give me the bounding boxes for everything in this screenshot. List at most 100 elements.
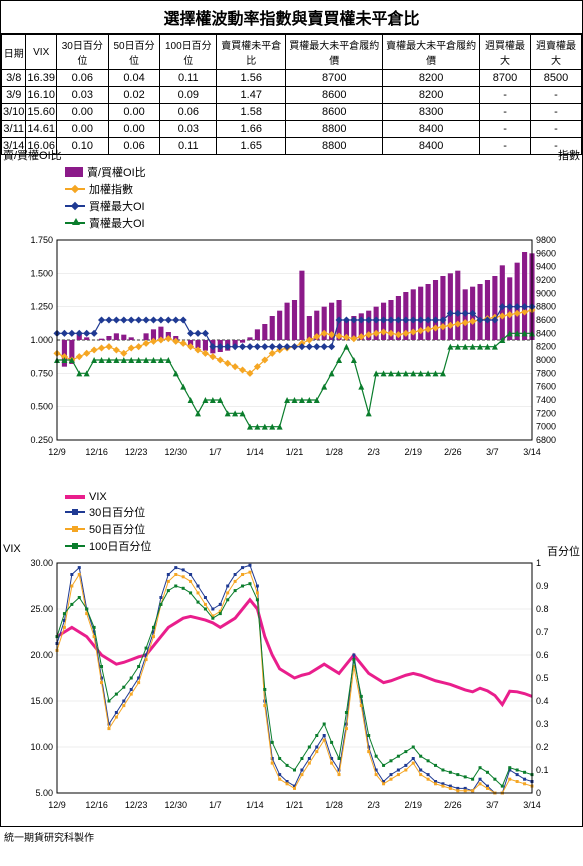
legend-item: 賣/買權OI比 <box>65 164 578 180</box>
svg-text:12/16: 12/16 <box>85 447 108 457</box>
svg-text:9800: 9800 <box>536 235 556 245</box>
svg-text:0.8: 0.8 <box>536 604 549 614</box>
legend-item: 30日百分位 <box>65 504 578 520</box>
legend-item: 50日百分位 <box>65 521 578 537</box>
svg-text:15.00: 15.00 <box>30 696 53 706</box>
table-header: 50日百分位 <box>108 35 160 70</box>
svg-text:8400: 8400 <box>536 328 556 338</box>
chart2-right-axis-title: 百分位 <box>547 543 580 559</box>
legend-item: VIX <box>65 491 578 503</box>
svg-text:2/3: 2/3 <box>367 447 380 457</box>
svg-text:9200: 9200 <box>536 275 556 285</box>
svg-text:12/23: 12/23 <box>124 447 147 457</box>
svg-text:5.00: 5.00 <box>35 788 53 798</box>
chart1-right-axis-title: 指數 <box>558 147 580 163</box>
svg-text:1.750: 1.750 <box>30 235 53 245</box>
table-row: 3/916.100.030.020.091.4786008200-- <box>2 87 582 104</box>
chart2-svg: 5.00 10.00 15.00 20.00 25.00 30.00 0 0.1 0.2 0.3 0… <box>12 558 572 818</box>
svg-text:0.750: 0.750 <box>30 368 53 378</box>
svg-text:2/3: 2/3 <box>367 800 380 810</box>
svg-text:9000: 9000 <box>536 288 556 298</box>
svg-text:2/19: 2/19 <box>404 800 422 810</box>
svg-text:0: 0 <box>536 788 541 798</box>
svg-text:0.6: 0.6 <box>536 650 549 660</box>
svg-text:2/26: 2/26 <box>444 447 462 457</box>
svg-text:1/7: 1/7 <box>209 447 222 457</box>
legend-item: 加權指數 <box>65 181 578 197</box>
svg-text:0.7: 0.7 <box>536 627 549 637</box>
svg-text:7200: 7200 <box>536 408 556 418</box>
table-row: 3/816.390.060.040.111.568700820087008500 <box>2 70 582 87</box>
chart2-area: VIX30日百分位50日百分位100日百分位 VIX 百分位 5.0010.00… <box>1 473 582 826</box>
svg-text:1/7: 1/7 <box>209 800 222 810</box>
svg-text:0.250: 0.250 <box>30 435 53 445</box>
svg-text:1: 1 <box>536 558 541 568</box>
svg-text:30.00: 30.00 <box>30 558 53 568</box>
table-header: 30日百分位 <box>56 35 108 70</box>
chart1-svg: 0.2500.5000.7501.0001.2501.5001.75068007… <box>12 235 572 465</box>
svg-text:3/14: 3/14 <box>523 447 541 457</box>
svg-text:8600: 8600 <box>536 315 556 325</box>
legend-item: 100日百分位 <box>65 538 578 554</box>
svg-text:12/9: 12/9 <box>48 800 66 810</box>
svg-text:12/16: 12/16 <box>85 800 108 810</box>
table-row: 3/1114.610.000.000.031.6688008400-- <box>2 121 582 138</box>
svg-text:8800: 8800 <box>536 302 556 312</box>
svg-text:0.500: 0.500 <box>30 402 53 412</box>
svg-text:8000: 8000 <box>536 355 556 365</box>
data-table: 日期VIX30日百分位50日百分位100日百分位賣買權未平倉比買權最大未平倉履約… <box>1 34 582 155</box>
svg-text:25.00: 25.00 <box>30 604 53 614</box>
svg-text:20.00: 20.00 <box>30 650 53 660</box>
table-header: 100日百分位 <box>160 35 217 70</box>
svg-text:1/21: 1/21 <box>285 800 303 810</box>
svg-text:3/7: 3/7 <box>486 447 499 457</box>
table-header: 買權最大未平倉履約價 <box>286 35 383 70</box>
svg-text:10.00: 10.00 <box>30 742 53 752</box>
svg-text:7000: 7000 <box>536 422 556 432</box>
svg-text:12/30: 12/30 <box>164 447 187 457</box>
legend-item: 買權最大OI <box>65 198 578 214</box>
svg-text:1/14: 1/14 <box>246 447 264 457</box>
svg-text:9600: 9600 <box>536 248 556 258</box>
table-header: 日期 <box>2 35 26 70</box>
svg-text:0.9: 0.9 <box>536 581 549 591</box>
svg-text:3/7: 3/7 <box>486 800 499 810</box>
chart1-legend: 賣/買權OI比加權指數買權最大OI賣權最大OI <box>65 164 578 231</box>
svg-text:12/30: 12/30 <box>164 800 187 810</box>
svg-text:12/23: 12/23 <box>124 800 147 810</box>
svg-text:12/9: 12/9 <box>48 447 66 457</box>
svg-text:0.4: 0.4 <box>536 696 549 706</box>
svg-text:1/14: 1/14 <box>246 800 264 810</box>
svg-text:1/28: 1/28 <box>325 800 343 810</box>
svg-text:0.3: 0.3 <box>536 719 549 729</box>
svg-text:1.500: 1.500 <box>30 268 53 278</box>
chart1-left-axis-title: 賣/買權OI比 <box>3 147 62 163</box>
svg-text:3/14: 3/14 <box>523 800 541 810</box>
svg-text:1/28: 1/28 <box>325 447 343 457</box>
svg-text:8200: 8200 <box>536 342 556 352</box>
svg-text:9400: 9400 <box>536 262 556 272</box>
svg-text:6800: 6800 <box>536 435 556 445</box>
table-header: 週買權最大 <box>480 35 531 70</box>
table-header: VIX <box>26 35 57 70</box>
svg-text:0.1: 0.1 <box>536 765 549 775</box>
svg-text:2/19: 2/19 <box>404 447 422 457</box>
table-row: 3/1015.600.000.000.061.5886008300-- <box>2 104 582 121</box>
table-header: 賣權最大未平倉履約價 <box>383 35 480 70</box>
svg-text:1.000: 1.000 <box>30 335 53 345</box>
svg-text:7800: 7800 <box>536 368 556 378</box>
svg-text:7600: 7600 <box>536 382 556 392</box>
table-row: 3/1416.060.100.060.111.6588008400-- <box>2 138 582 155</box>
svg-text:1/21: 1/21 <box>285 447 303 457</box>
footer-text: 統一期貨研究科製作 <box>0 827 583 846</box>
table-header: 週賣權最大 <box>531 35 582 70</box>
chart1-area: 賣/買權OI比 指數 賣/買權OI比加權指數買權最大OI賣權最大OI 0.250… <box>1 155 582 473</box>
svg-text:0.2: 0.2 <box>536 742 549 752</box>
svg-text:0.5: 0.5 <box>536 673 549 683</box>
svg-text:7400: 7400 <box>536 395 556 405</box>
chart2-legend: VIX30日百分位50日百分位100日百分位 <box>65 491 578 554</box>
page-title: 選擇權波動率指數與賣買權未平倉比 <box>1 1 582 34</box>
chart2-left-axis-title: VIX <box>3 543 21 555</box>
legend-item: 賣權最大OI <box>65 215 578 231</box>
table-header: 賣買權未平倉比 <box>217 35 286 70</box>
